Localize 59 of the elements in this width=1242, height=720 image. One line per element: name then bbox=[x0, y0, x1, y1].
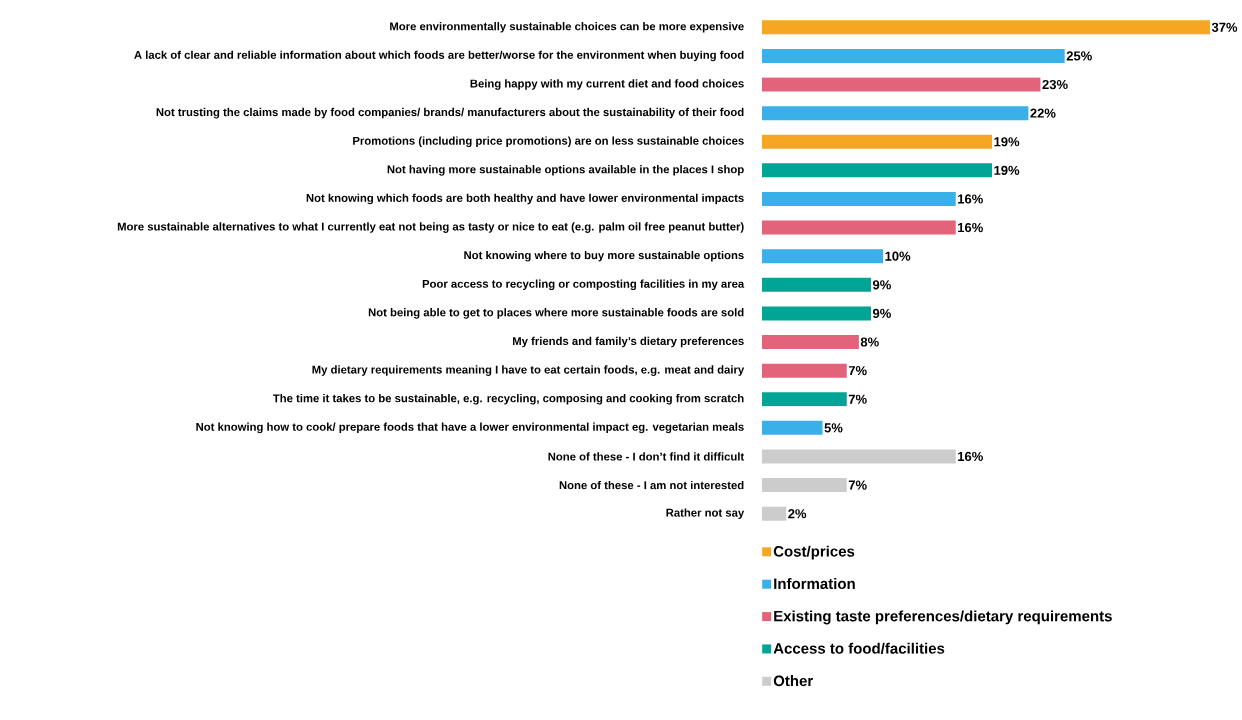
bar bbox=[762, 449, 956, 464]
y-tick-label: My friends and family’s dietary preferences bbox=[513, 336, 744, 348]
bar bbox=[762, 191, 956, 206]
data-label: 16% bbox=[958, 222, 983, 233]
y-tick-label: My dietary requirements meaning I have to eat certain foods, e.g. meat and dairy bbox=[312, 365, 745, 376]
data-label: 10% bbox=[885, 251, 911, 261]
data-label: 16% bbox=[958, 194, 983, 204]
data-label: 2% bbox=[788, 509, 807, 519]
y-tick-label: None of these - I am not interested bbox=[559, 480, 744, 490]
legend-label: Cost/prices bbox=[773, 545, 855, 560]
bar bbox=[762, 220, 956, 235]
legend-label: Other bbox=[773, 675, 813, 687]
legend-label: Information bbox=[774, 578, 855, 590]
data-label: 23% bbox=[1042, 79, 1068, 90]
y-tick-label: Not knowing which foods are both healthy and have lower environmental impacts bbox=[306, 193, 744, 205]
bar bbox=[762, 506, 787, 521]
data-label: 8% bbox=[860, 337, 879, 347]
bar bbox=[762, 363, 847, 378]
bar bbox=[762, 106, 1029, 121]
data-label: 9% bbox=[872, 280, 891, 290]
y-tick-label: Not knowing where to buy more sustainable options bbox=[464, 250, 744, 262]
bar bbox=[762, 277, 871, 292]
y-tick-label: Not knowing how to cook/ prepare foods that have a lower environmental impact eg. vegetarian meals bbox=[196, 422, 744, 434]
bar bbox=[762, 420, 823, 435]
bar bbox=[762, 335, 859, 350]
legend-label: Access to food/facilities bbox=[773, 642, 945, 654]
data-label: 5% bbox=[824, 423, 843, 433]
bar bbox=[762, 20, 1210, 35]
data-label: 25% bbox=[1066, 51, 1092, 61]
data-label: 19% bbox=[994, 165, 1020, 175]
y-tick-label: Being happy with my current diet and food choices bbox=[470, 79, 744, 90]
y-tick-label: Not trusting the claims made by food companies/ brands/ manufacturers about the sustainability of their food bbox=[156, 107, 744, 119]
y-tick-label: A lack of clear and reliable information about which foods are better/worse for the environment when buying food bbox=[134, 50, 744, 62]
bar bbox=[762, 249, 884, 264]
data-label: 22% bbox=[1030, 108, 1056, 118]
y-tick-label: Rather not say bbox=[666, 508, 745, 519]
bar bbox=[762, 77, 1041, 92]
y-tick-label: More sustainable alternatives to what I currently eat not being as tasty or nice to eat (e.g. palm oil free peanut butter) bbox=[117, 222, 744, 233]
bar bbox=[762, 134, 993, 149]
data-label: 9% bbox=[872, 308, 891, 319]
y-tick-label: Promotions (including price promotions) are on less sustainable choices bbox=[353, 136, 744, 148]
bar bbox=[762, 392, 847, 407]
y-tick-label: More environmentally sustainable choices can be more expensive bbox=[390, 22, 744, 33]
y-tick-label: The time it takes to be sustainable, e.g. recycling, composing and cooking from scratch bbox=[272, 393, 744, 405]
bar bbox=[762, 48, 1065, 63]
y-tick-label: Not being able to get to places where more sustainable foods are sold bbox=[368, 308, 744, 319]
data-label: 37% bbox=[1211, 22, 1238, 32]
bar bbox=[762, 478, 847, 493]
y-tick-label: None of these - I don’t find it difficult bbox=[548, 452, 745, 461]
bar bbox=[762, 163, 993, 178]
y-tick-label: Poor access to recycling or composting facilities in my area bbox=[422, 279, 745, 291]
legend-label: Existing taste preferences/dietary requirements bbox=[774, 610, 1112, 625]
data-label: 7% bbox=[848, 366, 867, 376]
data-label: 7% bbox=[848, 480, 867, 490]
y-tick-label: Not having more sustainable options available in the places I shop bbox=[387, 165, 744, 176]
data-label: 19% bbox=[994, 137, 1020, 147]
data-label: 16% bbox=[958, 451, 983, 462]
data-label: 7% bbox=[848, 394, 867, 404]
bar bbox=[762, 306, 871, 321]
